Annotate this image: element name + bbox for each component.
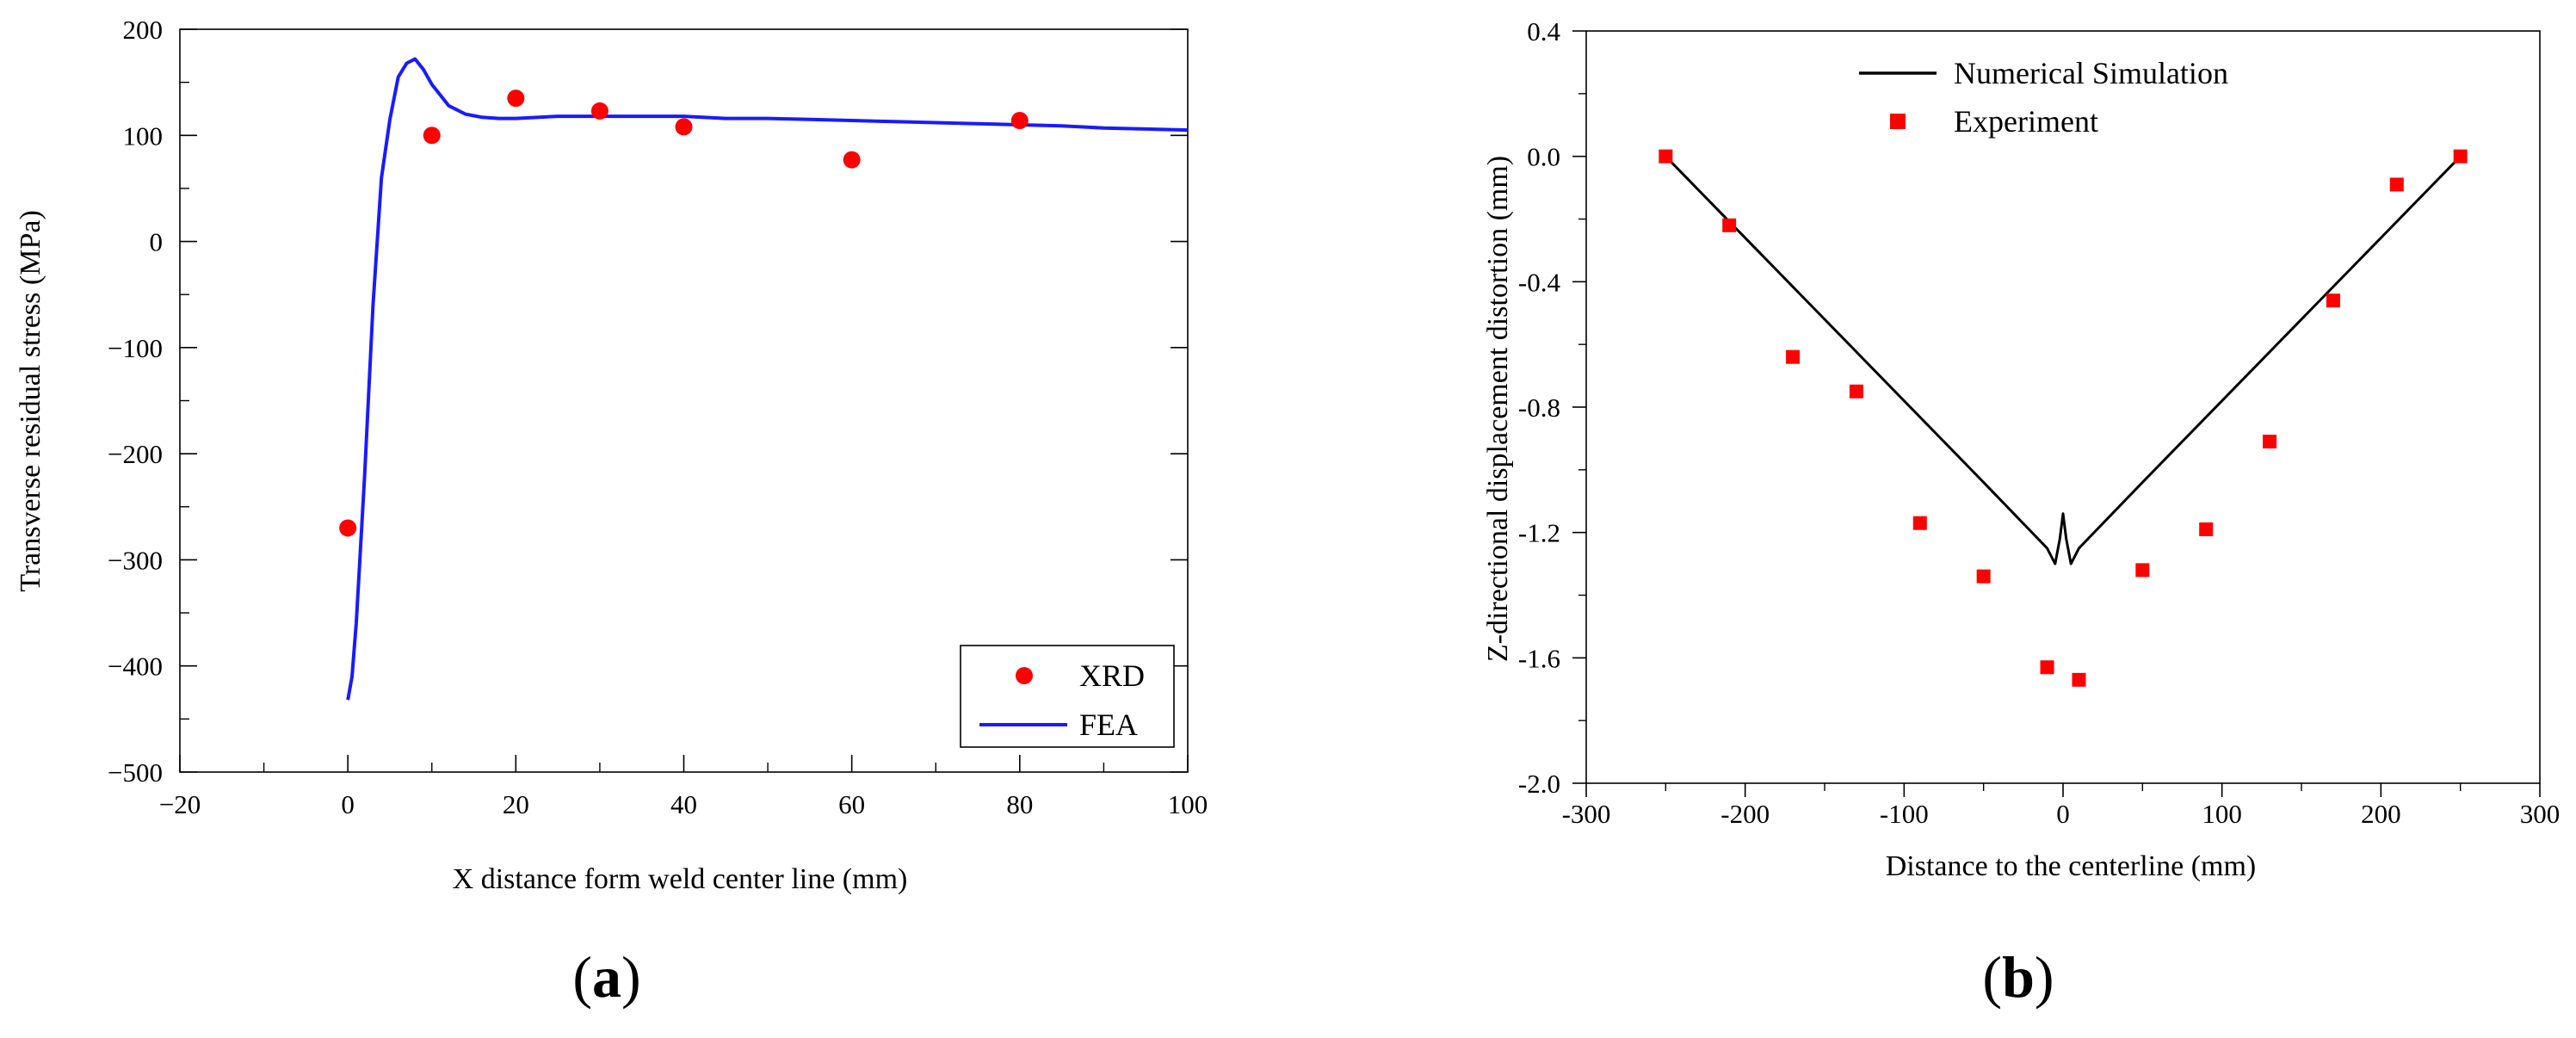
panel-b-label-letter: b (2002, 944, 2035, 1010)
x-tick-label: -300 (1562, 799, 1611, 829)
y-tick-label: -1.6 (1518, 643, 1560, 673)
y-tick-label: 0.0 (1527, 142, 1560, 172)
y-tick-label: 100 (123, 120, 164, 151)
panel-b-y-tick-labels: -2.0 -1.6 -1.2 -0.8 -0.4 0.0 0.4 (1518, 16, 1561, 799)
panel-b-x-axis-label: Distance to the centerline (mm) (1886, 850, 2257, 882)
panel-a-tick-marks (179, 28, 1189, 773)
data-point-experiment (2072, 672, 2086, 687)
data-point-xrd (339, 519, 357, 537)
y-tick-label: 200 (123, 15, 164, 45)
panel-b-legend-experiment-marker (1890, 114, 1906, 129)
data-point-experiment (2263, 435, 2277, 449)
panel-b-chart: -300 -200 -100 0 100 200 300 -2.0-1.6-1.2-0.8-… (1482, 16, 2560, 1010)
y-tick-label: 0 (150, 227, 164, 257)
y-tick-label: -0.8 (1518, 392, 1560, 423)
x-tick-label: -200 (1720, 799, 1770, 829)
y-tick-label: −200 (108, 439, 163, 469)
panel-a-legend-xrd-label: XRD (1079, 658, 1145, 693)
panel-b-legend-simulation-label: Numerical Simulation (1954, 56, 2228, 90)
y-tick-label: −300 (108, 545, 163, 575)
x-tick-label: 40 (670, 789, 697, 819)
x-tick-label: 60 (838, 789, 865, 819)
series-line-fea (346, 57, 1189, 701)
panel-b-series (1659, 149, 2468, 687)
data-point-xrd (590, 102, 608, 120)
data-point-experiment (1849, 384, 1863, 399)
x-tick-label: 80 (1006, 789, 1033, 819)
panel-a-series (339, 57, 1189, 701)
data-point-experiment (2040, 660, 2054, 675)
x-tick-label: -100 (1880, 799, 1929, 829)
data-point-xrd (675, 118, 693, 136)
y-tick-label: -0.4 (1518, 267, 1561, 297)
y-tick-label: -1.2 (1518, 518, 1560, 548)
data-point-experiment (1659, 149, 1673, 164)
panel-b-y-axis-label: Z-directional displacement distortion (m… (1482, 156, 1514, 662)
data-point-experiment (1722, 218, 1737, 232)
data-point-experiment (2326, 293, 2340, 308)
data-point-xrd (1010, 112, 1029, 130)
panel-a-label: (a) (572, 944, 640, 1010)
panel-a-y-tick-labels: −500 −400 −300 −200 −100 0 100 200 (108, 15, 163, 788)
data-point-experiment (2199, 522, 2214, 537)
x-tick-label: 0 (2056, 799, 2070, 829)
panel-a-legend-xrd-marker (1016, 667, 1033, 684)
panel-a-legend-box (960, 645, 1175, 748)
data-point-xrd (843, 151, 861, 169)
x-tick-label: 300 (2520, 799, 2561, 829)
data-point-experiment (1912, 516, 1927, 530)
panel-b-legend-experiment-label: Experiment (1954, 104, 2098, 139)
y-tick-label: -2.0 (1518, 769, 1560, 799)
panel-a-x-axis-label: X distance form weld center line (mm) (453, 863, 908, 895)
data-point-experiment (2135, 563, 2150, 578)
y-tick-label: 0.4 (1527, 16, 1560, 46)
y-tick-label: −500 (108, 757, 163, 788)
panel-a-legend-fea-label: FEA (1079, 707, 1138, 742)
x-tick-label: 200 (2361, 799, 2401, 829)
panel-b-x-tick-labels: -300 -200 -100 0 100 200 300 (1562, 799, 2561, 829)
x-tick-label: 100 (2202, 799, 2242, 829)
data-point-experiment (1976, 569, 1991, 584)
panel-a-legend: XRD FEA (960, 645, 1175, 748)
x-tick-label: −20 (159, 789, 201, 819)
panel-a-x-tick-labels: −20 0 20 40 60 80 100 (159, 789, 1208, 819)
data-point-xrd (423, 127, 441, 145)
data-point-xrd (507, 90, 525, 108)
panel-a-chart: −20 0 20 40 60 80 100 −500−400−300−200−1000100… (15, 15, 1208, 1010)
x-tick-label: 100 (1168, 789, 1208, 819)
y-tick-label: −100 (108, 333, 163, 363)
panel-b-label: (b) (1982, 944, 2054, 1010)
x-tick-label: 0 (341, 789, 355, 819)
data-point-experiment (2453, 149, 2468, 164)
panel-b-legend: Numerical Simulation Experiment (1859, 56, 2228, 139)
panel-b-tick-marks (1572, 30, 2541, 797)
y-tick-label: −400 (108, 652, 163, 682)
data-point-experiment (1786, 349, 1801, 364)
data-point-experiment (2389, 177, 2404, 192)
x-tick-label: 20 (503, 789, 529, 819)
panel-a-label-letter: a (592, 944, 621, 1010)
panel-a-y-axis-label: Transverse residual stress (MPa) (15, 210, 46, 592)
series-line-numerical-simulation (1665, 155, 2462, 565)
